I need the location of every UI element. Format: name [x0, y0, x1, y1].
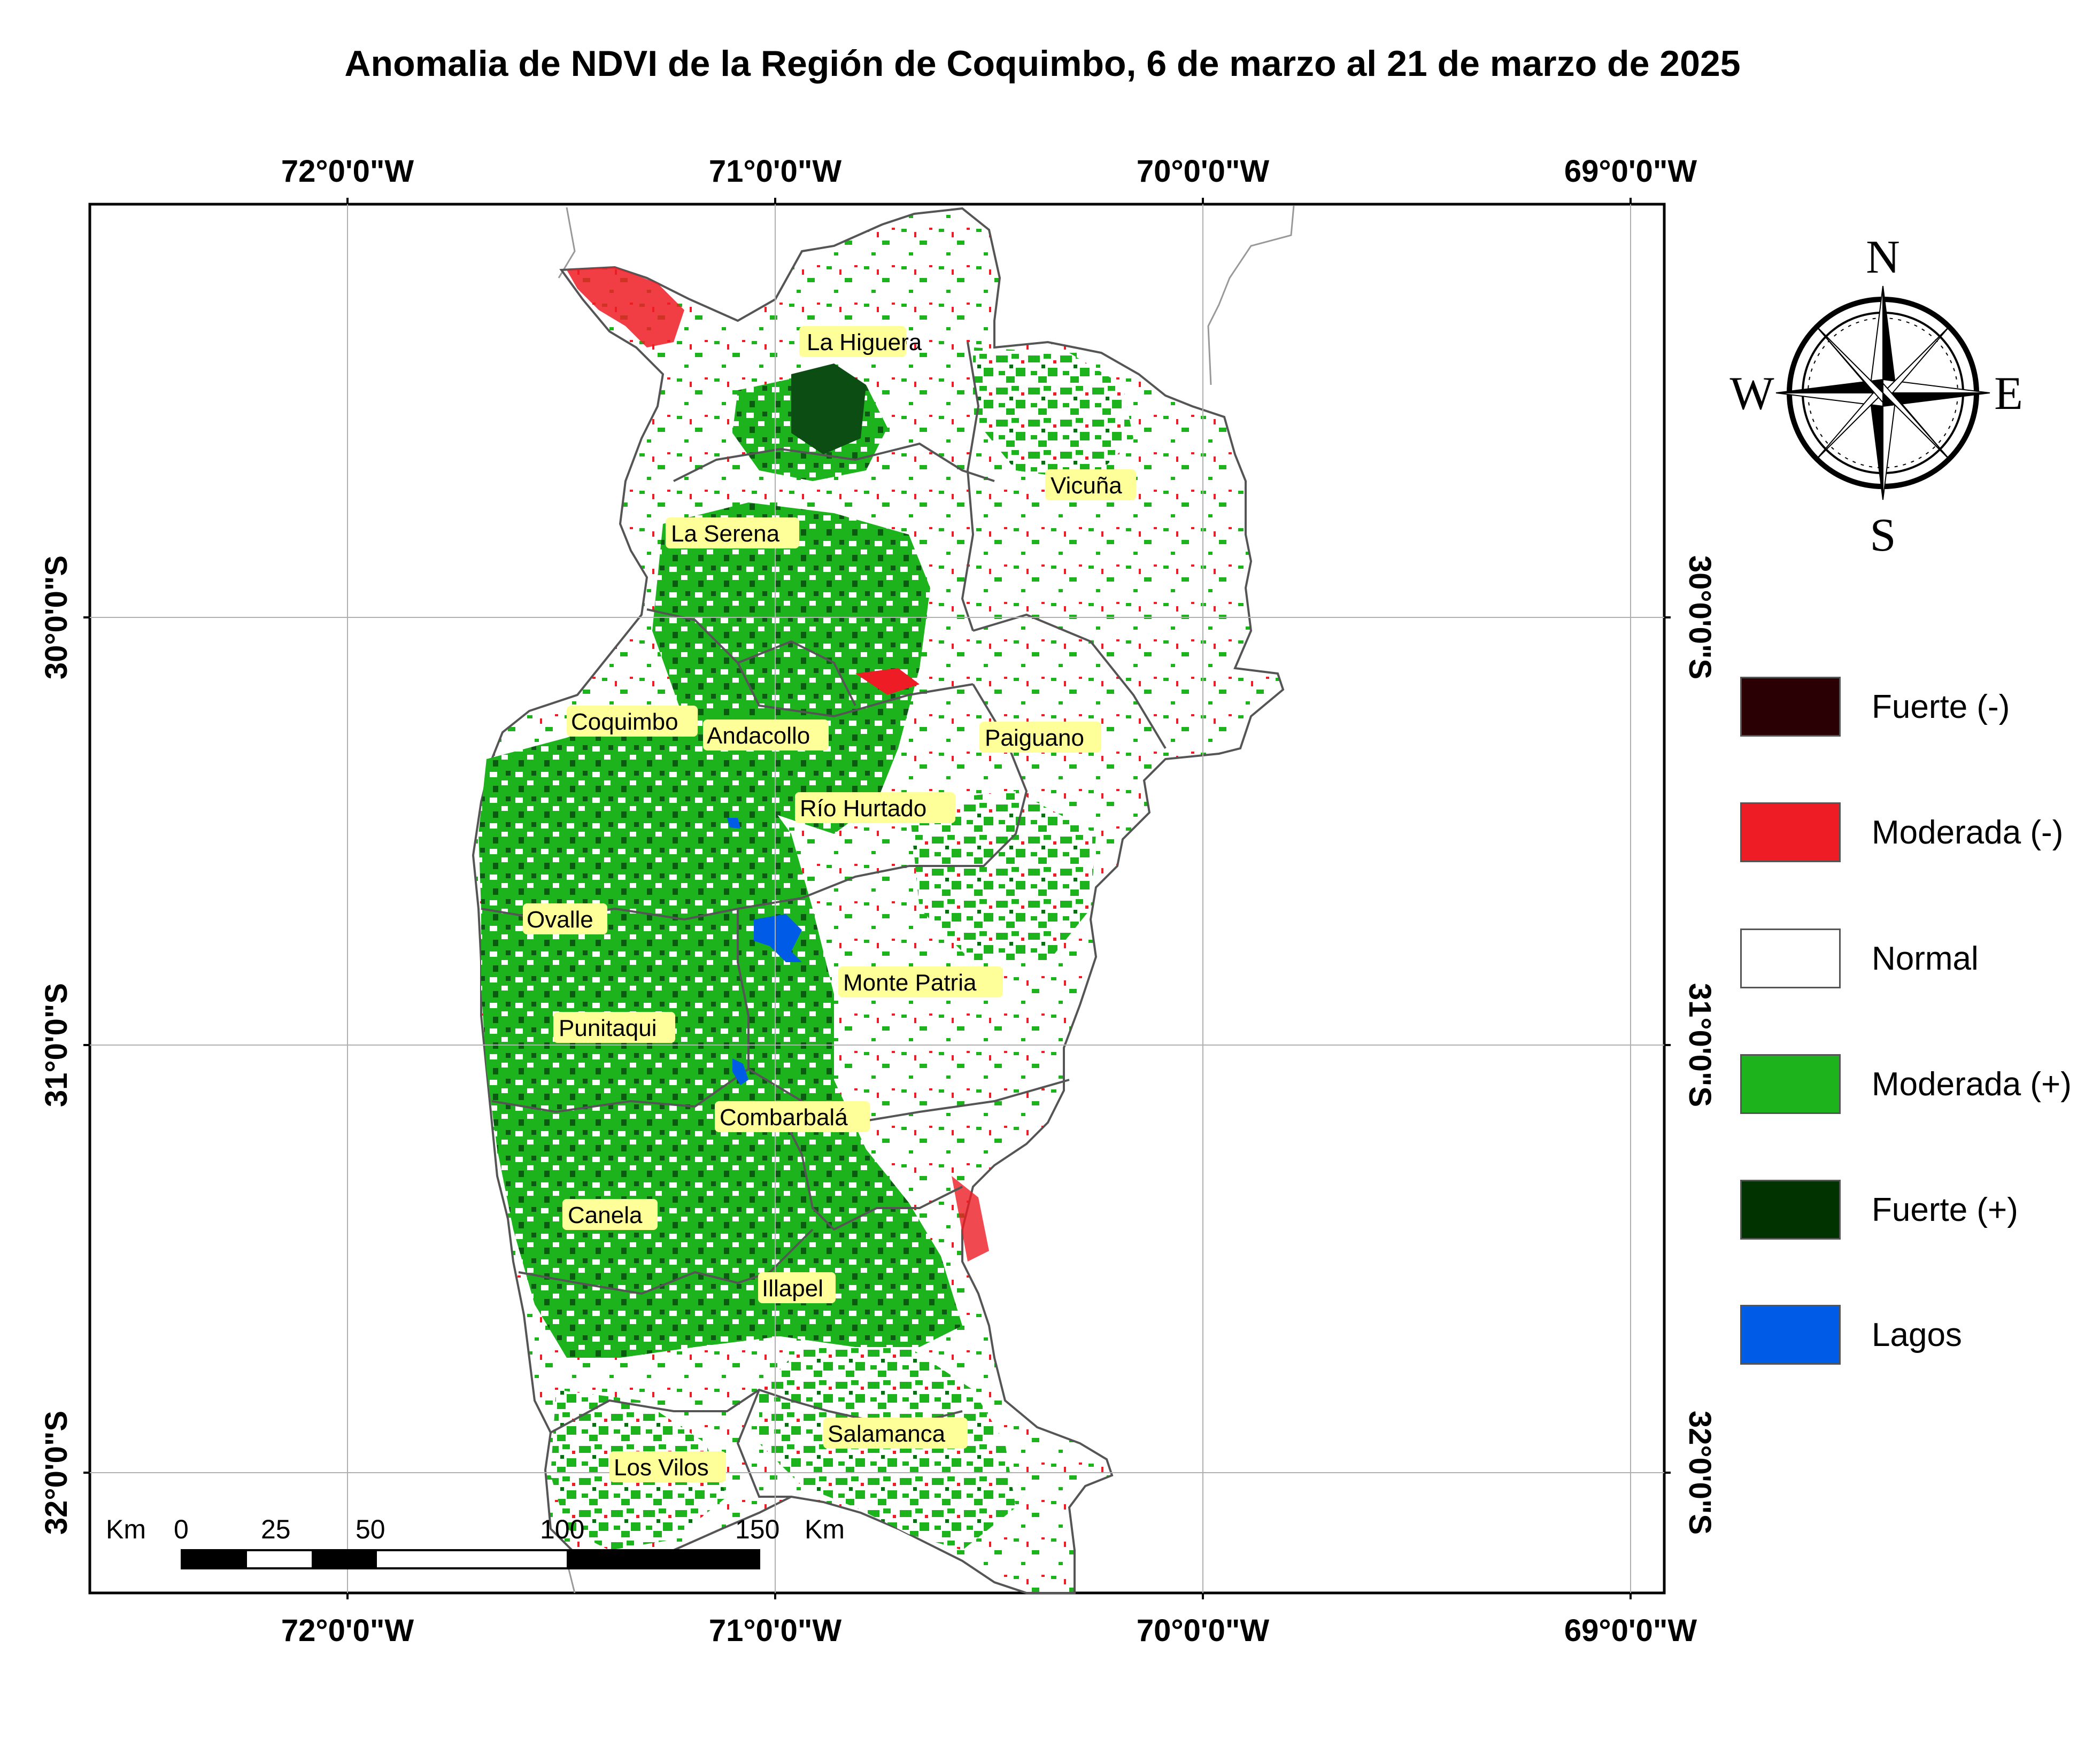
lat-label-left: 31°0'0"S [39, 983, 74, 1107]
commune-label-punitaqui: Punitaqui [553, 1012, 675, 1043]
legend-label: Normal [1872, 940, 1979, 977]
legend-item: Normal [1740, 926, 1979, 991]
lake-recoleta [754, 914, 802, 962]
commune-label-los-vilos: Los Vilos [609, 1451, 726, 1482]
legend-swatch [1740, 1054, 1841, 1114]
lon-label-top: 69°0'0"W [1564, 154, 1697, 189]
lake-puclaro [727, 818, 740, 829]
vegetation-area [909, 791, 1096, 962]
svg-text:Río Hurtado: Río Hurtado [800, 795, 926, 822]
compass-rose: N S E W [1729, 231, 2022, 561]
frame-ticks [83, 198, 1671, 1599]
scale-tick-label: 25 [261, 1514, 291, 1544]
svg-text:La Higuera: La Higuera [807, 329, 922, 355]
legend-label: Moderada (-) [1872, 814, 2064, 851]
legend-item: Moderada (+) [1740, 1052, 2072, 1116]
commune-label-ovalle: Ovalle [523, 903, 607, 934]
svg-text:Canela: Canela [568, 1202, 643, 1228]
svg-text:Los Vilos: Los Vilos [614, 1454, 709, 1481]
svg-text:Paiguano: Paiguano [985, 725, 1084, 751]
compass-south: S [1870, 509, 1896, 561]
legend-item: Fuerte (+) [1740, 1178, 2018, 1242]
scale-unit-right: Km [805, 1514, 845, 1544]
lake-cogoti [732, 1058, 748, 1085]
commune-label-la-serena: La Serena [666, 517, 799, 548]
compass-west: W [1729, 368, 1774, 420]
lon-label-bottom: 71°0'0"W [709, 1613, 842, 1648]
compass-north: N [1866, 231, 1900, 283]
legend-swatch [1740, 677, 1841, 737]
legend-item: Moderada (-) [1740, 800, 2063, 864]
vegetation-area [478, 711, 962, 1358]
map-title: Anomalia de NDVI de la Región de Coquimb… [344, 43, 1741, 84]
legend-label: Fuerte (+) [1872, 1191, 2018, 1228]
lon-label-bottom: 70°0'0"W [1137, 1613, 1270, 1648]
commune-label-rio-hurtado: Río Hurtado [795, 792, 955, 823]
scale-unit-left: Km [106, 1514, 146, 1544]
commune-label-vicuna: Vicuña [1045, 469, 1136, 500]
negative-anomaly-area [855, 668, 920, 695]
commune-label-monte-patria: Monte Patria [838, 966, 1003, 997]
commune-label-la-higuera: La Higuera [799, 326, 922, 357]
legend-label: Fuerte (-) [1872, 688, 2010, 725]
legend-swatch [1740, 1180, 1841, 1240]
commune-label-coquimbo: Coquimbo [567, 706, 698, 737]
svg-text:Andacollo: Andacollo [707, 723, 810, 749]
lat-label-left: 32°0'0"S [39, 1411, 74, 1535]
vegetation-strong-area [791, 363, 866, 454]
commune-label-salamanca: Salamanca [823, 1418, 968, 1449]
scale-tick-label: 100 [540, 1514, 584, 1544]
lat-label-right: 32°0'0"S [1682, 1411, 1717, 1535]
graticule [90, 204, 1664, 1593]
legend-item: Fuerte (-) [1740, 675, 2010, 739]
svg-text:Ovalle: Ovalle [527, 907, 593, 933]
commune-label-paiguano: Paiguano [979, 722, 1101, 753]
scale-tick-label: 50 [356, 1514, 385, 1544]
svg-text:Illapel: Illapel [762, 1275, 823, 1302]
vegetation-area [973, 347, 1133, 481]
svg-text:Salamanca: Salamanca [828, 1421, 946, 1447]
svg-text:La Serena: La Serena [671, 521, 780, 547]
scale-bar: Km 0 25 50 100 150 Km [106, 1514, 845, 1569]
neighbor-boundary [1207, 205, 1295, 385]
legend-swatch [1740, 929, 1841, 988]
scale-tick-label: 150 [735, 1514, 779, 1544]
commune-label-combarbala: Combarbalá [715, 1101, 870, 1132]
commune-label-illapel: Illapel [758, 1272, 836, 1303]
legend-label: Lagos [1872, 1316, 1962, 1353]
negative-anomaly-area [567, 267, 684, 347]
legend-swatch [1740, 802, 1841, 862]
negative-anomaly-area [952, 1176, 989, 1262]
svg-text:Punitaqui: Punitaqui [559, 1015, 657, 1041]
commune-label-andacollo: Andacollo [703, 719, 829, 751]
compass-east: E [1994, 368, 2023, 420]
commune-label-canela: Canela [562, 1199, 658, 1230]
svg-text:Monte Patria: Monte Patria [843, 970, 977, 996]
lon-label-top: 71°0'0"W [709, 154, 842, 189]
lon-label-bottom: 69°0'0"W [1564, 1613, 1697, 1648]
legend-swatch [1740, 1305, 1841, 1365]
lat-label-left: 30°0'0"S [39, 555, 74, 679]
lat-label-right: 31°0'0"S [1682, 983, 1717, 1107]
legend-label: Moderada (+) [1872, 1065, 2072, 1103]
svg-text:Vicuña: Vicuña [1051, 473, 1122, 499]
lon-label-top: 72°0'0"W [281, 154, 414, 189]
svg-text:Coquimbo: Coquimbo [571, 709, 678, 735]
legend-item: Lagos [1740, 1303, 1962, 1367]
vegetation-area [652, 502, 930, 834]
lat-label-right: 30°0'0"S [1682, 555, 1717, 679]
lon-label-top: 70°0'0"W [1137, 154, 1270, 189]
svg-text:Combarbalá: Combarbalá [720, 1104, 848, 1131]
scale-tick-label: 0 [174, 1514, 189, 1544]
lon-label-bottom: 72°0'0"W [281, 1613, 414, 1648]
